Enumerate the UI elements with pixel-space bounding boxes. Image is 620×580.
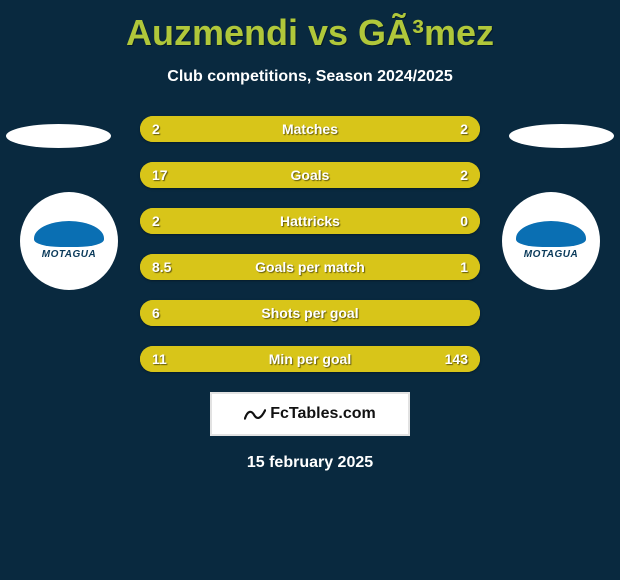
stat-label: Min per goal — [140, 346, 480, 372]
stat-label: Matches — [140, 116, 480, 142]
page-title: Auzmendi vs GÃ³mez — [0, 0, 620, 54]
brand-icon — [244, 406, 266, 422]
stat-row: 172Goals — [140, 162, 480, 188]
stat-row: 20Hattricks — [140, 208, 480, 234]
right-team-logo: MOTAGUA — [502, 192, 600, 290]
stat-label: Hattricks — [140, 208, 480, 234]
right-team-logo-inner: MOTAGUA — [512, 214, 590, 268]
left-team-wave-icon — [34, 221, 104, 247]
stat-row: 22Matches — [140, 116, 480, 142]
comparison-content: MOTAGUA MOTAGUA 22Matches 172Goals 20Hattr… — [0, 116, 620, 472]
brand-text: FcTables.com — [270, 405, 376, 423]
left-team-logo-inner: MOTAGUA — [30, 214, 108, 268]
left-team-logo: MOTAGUA — [20, 192, 118, 290]
right-ellipse-decoration — [509, 124, 614, 148]
right-team-name: MOTAGUA — [524, 249, 578, 260]
left-team-name: MOTAGUA — [42, 249, 96, 260]
stat-row: 8.51Goals per match — [140, 254, 480, 280]
stat-label: Shots per goal — [140, 300, 480, 326]
stat-row: 11143Min per goal — [140, 346, 480, 372]
page-subtitle: Club competitions, Season 2024/2025 — [0, 68, 620, 86]
stat-label: Goals — [140, 162, 480, 188]
right-team-wave-icon — [516, 221, 586, 247]
stat-row: 6Shots per goal — [140, 300, 480, 326]
stat-label: Goals per match — [140, 254, 480, 280]
left-ellipse-decoration — [6, 124, 111, 148]
footer-date: 15 february 2025 — [0, 454, 620, 472]
brand-box: FcTables.com — [210, 392, 410, 436]
comparison-bars: 22Matches 172Goals 20Hattricks 8.51Goals pe… — [140, 116, 480, 372]
